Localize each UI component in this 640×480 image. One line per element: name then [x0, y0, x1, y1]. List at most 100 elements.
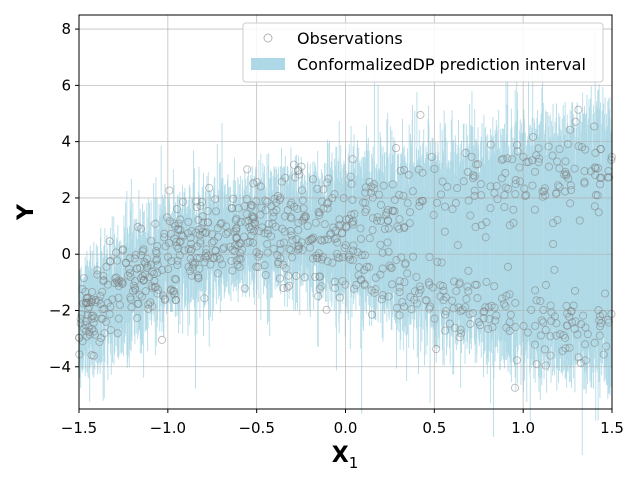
observation-point — [153, 260, 162, 269]
observation-point — [121, 258, 130, 268]
observation-point — [544, 142, 553, 151]
observation-point — [333, 253, 342, 262]
observation-point — [361, 183, 370, 192]
observation-point — [515, 177, 525, 186]
observation-point — [93, 266, 102, 275]
observation-point — [329, 223, 338, 232]
observation-point — [573, 330, 582, 339]
observation-point — [98, 314, 107, 324]
x-axis-label-subscript: 1 — [349, 454, 359, 472]
observation-point — [395, 283, 404, 292]
observation-point — [126, 293, 135, 302]
observation-point — [469, 174, 478, 183]
observation-point — [270, 194, 279, 203]
observation-point — [395, 287, 404, 297]
observation-point — [174, 219, 183, 228]
observation-point — [170, 290, 179, 299]
observation-point — [228, 194, 238, 203]
observation-point — [549, 219, 558, 228]
observation-point — [197, 198, 206, 207]
observation-point — [252, 197, 261, 206]
observation-point — [252, 178, 261, 187]
observation-point — [323, 257, 332, 266]
observation-point — [252, 262, 261, 271]
observation-point — [226, 242, 235, 251]
observation-point — [570, 164, 579, 173]
observation-point — [328, 258, 337, 267]
observation-point — [399, 191, 408, 200]
observation-point — [527, 305, 536, 314]
observation-point — [566, 199, 575, 208]
observation-point — [96, 333, 105, 343]
observation-point — [550, 312, 559, 321]
observation-point — [555, 164, 564, 173]
observation-point — [242, 195, 251, 204]
observation-point — [503, 154, 512, 163]
observation-point — [125, 254, 134, 263]
observation-point — [187, 271, 196, 280]
observation-point — [566, 125, 575, 134]
observation-point — [448, 205, 457, 214]
observation-point — [333, 238, 342, 247]
observation-point — [186, 246, 196, 256]
observation-point — [378, 248, 387, 257]
observation-point — [486, 204, 495, 213]
observation-point — [425, 252, 434, 262]
observation-point — [106, 256, 115, 266]
observation-point — [322, 305, 331, 314]
observation-point — [289, 160, 298, 169]
observation-point — [599, 350, 608, 359]
observation-point — [199, 218, 208, 227]
observation-point — [130, 254, 139, 263]
observation-point — [170, 287, 179, 296]
observations-layer — [75, 105, 616, 392]
x-tick-label: −1.0 — [150, 419, 186, 437]
observation-point — [135, 290, 144, 299]
observation-point — [555, 145, 564, 154]
observation-point — [388, 280, 397, 289]
observation-point — [276, 193, 285, 202]
observation-point — [512, 140, 522, 149]
observation-point — [370, 288, 379, 297]
observation-point — [87, 295, 96, 304]
observation-point — [519, 321, 528, 331]
observation-point — [328, 194, 337, 203]
observation-point — [600, 289, 610, 298]
observation-point — [436, 281, 445, 290]
observation-point — [153, 268, 162, 277]
observation-point — [574, 353, 583, 362]
observation-point — [335, 215, 344, 224]
observation-point — [283, 283, 292, 292]
observation-point — [230, 246, 239, 256]
observation-point — [432, 198, 442, 207]
observation-point — [395, 276, 404, 286]
observation-point — [539, 305, 548, 315]
y-axis-label-group: Y — [14, 203, 39, 221]
observation-point — [454, 303, 463, 312]
observation-point — [157, 335, 167, 344]
observation-point — [430, 314, 439, 323]
observation-point — [395, 311, 404, 320]
observation-point — [591, 164, 600, 173]
observation-point — [279, 283, 288, 293]
observation-point — [466, 211, 475, 220]
observation-point — [105, 257, 115, 266]
observation-point — [324, 174, 333, 183]
observation-point — [449, 304, 458, 313]
observation-point — [594, 208, 603, 217]
observation-point — [521, 191, 530, 201]
observation-point — [319, 185, 328, 194]
observation-point — [416, 285, 425, 294]
observation-point — [164, 265, 173, 274]
observation-point — [575, 216, 584, 225]
observation-point — [561, 157, 570, 166]
observation-point — [535, 154, 544, 163]
observation-point — [591, 148, 600, 157]
observation-point — [580, 167, 589, 176]
observation-point — [438, 177, 447, 186]
observation-point — [415, 198, 424, 207]
observation-point — [471, 222, 480, 232]
observation-point — [393, 222, 402, 231]
observation-point — [275, 274, 285, 283]
observation-point — [194, 274, 203, 283]
